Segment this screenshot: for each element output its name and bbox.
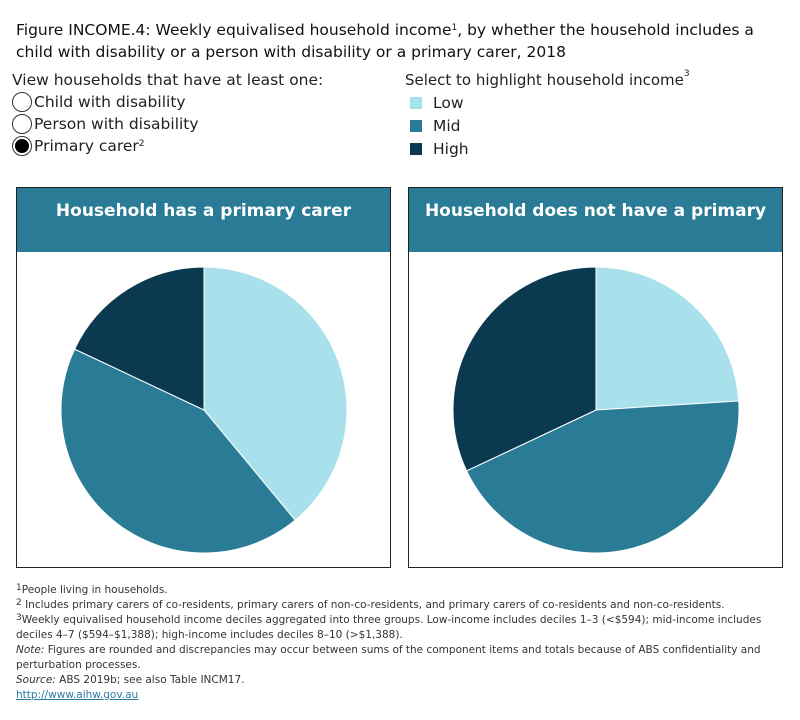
pie-chart-no-carer	[452, 266, 740, 554]
panel-has-primary-carer: Household has a primary carer	[16, 187, 391, 568]
aihw-link[interactable]: http://www.aihw.gov.au	[16, 689, 139, 701]
footnote-1: 1People living in households.	[16, 583, 168, 596]
legend-item-mid[interactable]: Mid	[405, 114, 690, 137]
note: Note: Figures are rounded and discrepanc…	[16, 644, 761, 671]
radio-circle-icon	[12, 92, 32, 112]
legend-heading: Select to highlight household income3	[405, 69, 690, 89]
legend-item-high[interactable]: High	[405, 137, 690, 160]
panel-title: Household has a primary carer	[17, 188, 390, 252]
panel-no-primary-carer: Household does not have a primary carer	[408, 187, 783, 568]
pie-slice-low[interactable]	[203, 266, 348, 521]
panel-title: Household does not have a primary carer	[409, 188, 782, 267]
income-legend: Select to highlight household income3 Lo…	[405, 69, 690, 160]
pie-chart-has-carer	[60, 266, 348, 554]
pie-slice-high[interactable]	[452, 266, 597, 472]
filter-heading: View households that have at least one:	[12, 71, 324, 89]
figure-title: Figure INCOME.4: Weekly equivalised hous…	[16, 21, 754, 61]
swatch-icon	[410, 96, 422, 109]
radio-selected-icon	[12, 136, 32, 156]
radio-child-with-disability[interactable]: Child with disability	[12, 91, 323, 113]
swatch-icon	[410, 119, 422, 132]
footnotes: 1People living in households. 2 Includes…	[16, 583, 786, 703]
footnote-2: 2 Includes primary carers of co-resident…	[16, 598, 725, 611]
pie-slice-mid[interactable]	[60, 348, 296, 554]
household-filter: View households that have at least one: …	[12, 71, 323, 157]
pie-slice-high[interactable]	[73, 266, 205, 411]
radio-primary-carer[interactable]: Primary carer 2	[12, 135, 323, 157]
legend-item-low[interactable]: Low	[405, 91, 690, 114]
swatch-icon	[410, 142, 422, 155]
pie-slice-low[interactable]	[595, 266, 740, 411]
radio-person-with-disability[interactable]: Person with disability	[12, 113, 323, 135]
footnote-3: 3Weekly equivalised household income dec…	[16, 613, 762, 641]
radio-circle-icon	[12, 114, 32, 134]
source: Source: ABS 2019b; see also Table INCM17…	[16, 674, 245, 686]
